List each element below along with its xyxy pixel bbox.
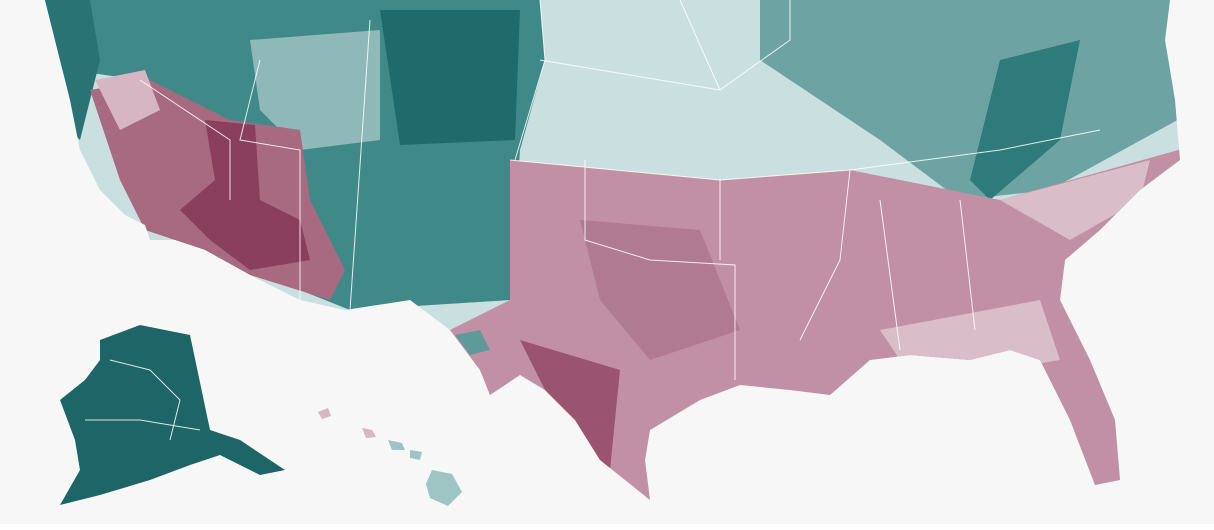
region-northeast xyxy=(760,0,1180,200)
hawaii-island xyxy=(388,440,405,450)
state-line xyxy=(539,59,721,91)
region-south-texas xyxy=(520,340,620,470)
state-line xyxy=(239,59,301,300)
hawaii-island xyxy=(410,450,422,460)
region-central-texas xyxy=(580,220,740,360)
hawaii-island xyxy=(318,408,331,419)
state-line xyxy=(584,160,736,380)
region-carolinas xyxy=(1000,160,1150,240)
state-line xyxy=(349,19,371,311)
region-arizona xyxy=(180,120,310,270)
region-big-bend xyxy=(455,330,490,355)
state-line xyxy=(139,79,231,200)
borough-line xyxy=(85,419,201,431)
state-line xyxy=(879,199,901,351)
state-line xyxy=(799,169,851,341)
alaska xyxy=(60,325,285,505)
region-rockies xyxy=(380,10,520,145)
region-pacific-coast xyxy=(45,0,100,140)
region-nevada-south xyxy=(95,70,160,130)
region-appalachia xyxy=(970,40,1080,200)
state-line xyxy=(849,129,1101,171)
hawaii-island xyxy=(426,470,462,506)
state-line xyxy=(959,199,976,331)
region-great-basin xyxy=(250,30,380,150)
borough-line xyxy=(109,359,181,441)
hawaii-island xyxy=(362,428,376,438)
state-line xyxy=(514,0,546,161)
state-line xyxy=(679,0,791,91)
bottom-strip xyxy=(0,524,1214,530)
